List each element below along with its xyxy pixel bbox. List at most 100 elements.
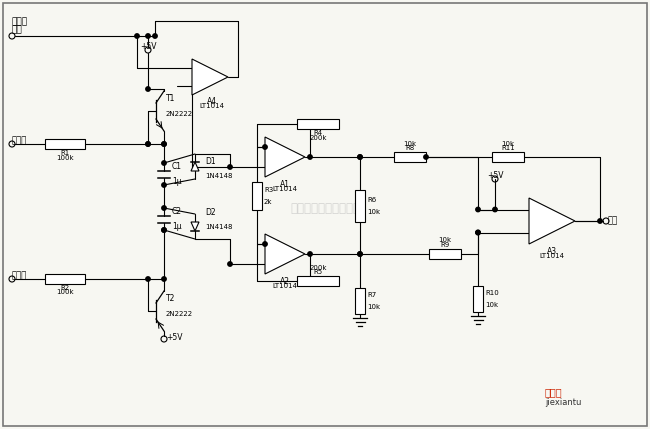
Text: T2: T2 [166,294,176,303]
Circle shape [308,252,312,256]
Text: LT1014: LT1014 [272,283,298,289]
Circle shape [227,165,232,169]
Polygon shape [191,162,199,171]
Text: R3: R3 [264,187,273,193]
Circle shape [162,142,166,146]
Text: 到输入: 到输入 [12,17,28,26]
Text: R6: R6 [367,196,376,202]
Text: R10: R10 [485,290,499,296]
Circle shape [263,242,267,246]
Circle shape [162,183,166,187]
FancyBboxPatch shape [45,139,85,149]
FancyBboxPatch shape [355,288,365,314]
Text: 100k: 100k [56,154,74,160]
Circle shape [598,219,602,223]
Circle shape [476,230,480,235]
FancyBboxPatch shape [429,249,461,259]
Circle shape [358,252,362,256]
Text: 输入一: 输入一 [12,136,27,145]
Text: 1μ: 1μ [172,177,181,186]
Circle shape [162,228,166,232]
Circle shape [162,277,166,281]
Circle shape [263,145,267,149]
Circle shape [146,34,150,38]
Text: R8: R8 [406,145,415,151]
Polygon shape [265,137,305,177]
Text: +: + [531,227,539,238]
Polygon shape [191,222,199,231]
Text: R9: R9 [441,242,450,248]
Circle shape [135,34,139,38]
Circle shape [227,262,232,266]
Text: D2: D2 [205,208,216,217]
Text: C2: C2 [172,207,182,216]
Text: 杭州零睿科技有限公司: 杭州零睿科技有限公司 [290,202,360,215]
Text: LT1014: LT1014 [200,103,224,109]
Circle shape [162,228,166,232]
Text: 输出: 输出 [608,217,618,226]
Circle shape [146,142,150,146]
Text: -: - [268,239,272,249]
Text: 1N4148: 1N4148 [205,173,233,179]
Polygon shape [265,234,305,274]
Circle shape [358,155,362,159]
Text: R7: R7 [367,292,376,298]
FancyBboxPatch shape [252,181,262,209]
Circle shape [476,230,480,235]
Circle shape [146,142,150,146]
Text: 200k: 200k [309,265,327,271]
Text: +5V: +5V [140,42,156,51]
Text: T1: T1 [166,94,176,103]
Text: R11: R11 [501,145,515,151]
Text: R2: R2 [60,285,70,291]
FancyBboxPatch shape [394,152,426,162]
Circle shape [308,155,312,159]
Text: C1: C1 [172,162,182,171]
Text: 电缆: 电缆 [12,25,23,34]
Text: 1μ: 1μ [172,222,181,231]
Circle shape [476,207,480,211]
Text: 2N2222: 2N2222 [166,311,193,317]
Text: +: + [266,259,274,269]
Circle shape [162,206,166,210]
Text: R4: R4 [313,130,322,136]
Text: LT1014: LT1014 [272,186,298,192]
Circle shape [424,155,428,159]
Text: 10k: 10k [485,302,498,308]
Text: A3: A3 [547,247,557,256]
Text: -: - [195,64,199,74]
Text: 1N4148: 1N4148 [205,224,233,230]
Text: 10k: 10k [501,141,515,146]
Text: +: + [266,162,274,172]
Text: A2: A2 [280,277,290,286]
Circle shape [146,87,150,91]
Circle shape [493,207,497,211]
Circle shape [153,34,157,38]
FancyBboxPatch shape [492,152,524,162]
FancyBboxPatch shape [3,3,647,426]
Text: R5: R5 [313,269,322,275]
Text: jiexiantu: jiexiantu [545,398,581,407]
Circle shape [146,277,150,281]
Text: +: + [193,80,201,90]
Text: +5V: +5V [487,171,503,180]
Text: 10k: 10k [439,238,452,244]
Text: -: - [533,205,537,214]
Text: LT1014: LT1014 [540,253,564,259]
Text: -: - [268,142,272,152]
FancyBboxPatch shape [45,274,85,284]
Text: 100k: 100k [56,290,74,296]
Text: 2N2222: 2N2222 [166,111,193,117]
Text: 输入＋: 输入＋ [12,272,27,281]
Circle shape [162,161,166,165]
FancyBboxPatch shape [355,190,365,221]
Circle shape [358,252,362,256]
Text: A1: A1 [280,180,290,189]
Text: 接线图: 接线图 [545,387,563,397]
FancyBboxPatch shape [297,276,339,286]
Text: 2k: 2k [264,199,272,205]
Polygon shape [529,198,575,244]
FancyBboxPatch shape [297,119,339,129]
FancyBboxPatch shape [473,286,483,312]
Text: R1: R1 [60,150,70,156]
